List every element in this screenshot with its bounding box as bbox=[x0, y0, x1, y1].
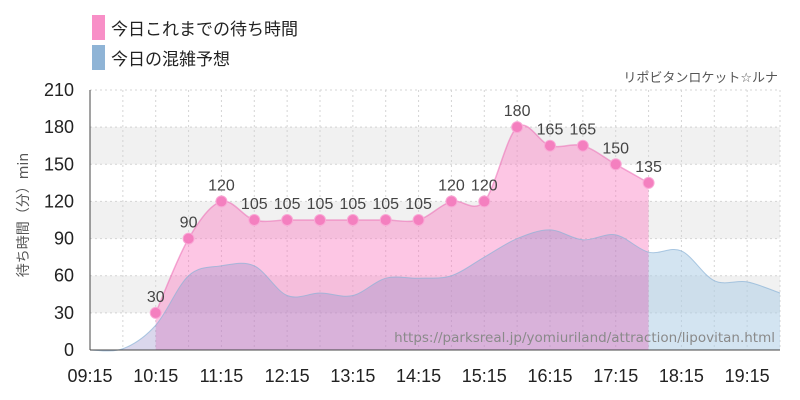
data-label: 105 bbox=[307, 196, 334, 213]
data-label: 105 bbox=[340, 196, 367, 213]
data-label: 90 bbox=[180, 215, 198, 232]
area-forecast-past bbox=[90, 229, 649, 351]
grid-band bbox=[90, 127, 780, 165]
data-label: 105 bbox=[405, 196, 432, 213]
data-point bbox=[182, 232, 195, 245]
x-tick-label: 16:15 bbox=[527, 366, 572, 386]
y-tick-label: 180 bbox=[44, 117, 74, 137]
data-point bbox=[511, 121, 524, 134]
data-label: 105 bbox=[372, 196, 399, 213]
data-label: 180 bbox=[504, 103, 531, 120]
x-tick-label: 15:15 bbox=[462, 366, 507, 386]
data-point bbox=[445, 195, 458, 208]
y-tick-label: 30 bbox=[54, 303, 74, 323]
legend-item-forecast: 今日の混雑予想 bbox=[92, 42, 298, 72]
y-tick-label: 0 bbox=[64, 340, 74, 360]
legend-swatch-actual bbox=[92, 14, 105, 40]
data-label: 120 bbox=[471, 177, 498, 194]
data-markers: 30 90 120 105 105 105 105 105 105 120 120 180 165 165… bbox=[147, 103, 662, 319]
line-forecast bbox=[89, 229, 781, 352]
y-tick-label: 210 bbox=[44, 80, 74, 100]
grid-band bbox=[90, 201, 780, 239]
chart-credit: リポビタンロケット☆ルナ bbox=[623, 71, 778, 86]
legend-swatch-forecast bbox=[92, 44, 105, 70]
data-point bbox=[642, 176, 655, 189]
data-point bbox=[346, 214, 359, 226]
data-label: 30 bbox=[147, 289, 165, 306]
data-point bbox=[478, 195, 491, 208]
watermark-url: https://parksreal.jp/yomiuriland/attract… bbox=[394, 330, 775, 346]
data-label: 105 bbox=[241, 196, 268, 213]
data-point bbox=[149, 306, 162, 319]
x-tick-label: 12:15 bbox=[265, 366, 310, 386]
data-label: 105 bbox=[274, 196, 301, 213]
data-point bbox=[412, 214, 425, 226]
data-point bbox=[609, 158, 622, 171]
data-label: 135 bbox=[635, 159, 662, 176]
data-point bbox=[215, 195, 228, 208]
y-tick-label: 90 bbox=[54, 229, 74, 249]
tick-labels: 0 30 60 90 120 150 180 210 09:15 10:15 11:15 12:15 1… bbox=[44, 80, 770, 386]
data-point bbox=[281, 214, 294, 226]
x-tick-label: 19:15 bbox=[725, 366, 770, 386]
legend-label-forecast: 今日の混雑予想 bbox=[111, 49, 230, 70]
area-actual bbox=[155, 125, 649, 350]
y-tick-label: 150 bbox=[44, 154, 74, 174]
y-tick-label: 60 bbox=[54, 266, 74, 286]
data-label: 165 bbox=[570, 122, 597, 139]
x-tick-label: 09:15 bbox=[67, 366, 112, 386]
data-label: 120 bbox=[438, 177, 465, 194]
legend: 今日これまでの待ち時間 今日の混雑予想 bbox=[92, 12, 298, 72]
x-tick-label: 18:15 bbox=[659, 366, 704, 386]
legend-item-actual: 今日これまでの待ち時間 bbox=[92, 12, 298, 42]
data-point bbox=[248, 214, 261, 226]
y-tick-label: 120 bbox=[44, 191, 74, 211]
data-point bbox=[576, 139, 589, 152]
legend-label-actual: 今日これまでの待ち時間 bbox=[111, 19, 298, 40]
x-tick-label: 10:15 bbox=[133, 366, 178, 386]
line-actual bbox=[155, 124, 649, 314]
data-point bbox=[379, 214, 392, 226]
axes bbox=[89, 90, 780, 351]
x-tick-label: 11:15 bbox=[200, 366, 244, 386]
data-label: 150 bbox=[602, 140, 629, 157]
data-label: 120 bbox=[208, 177, 235, 194]
y-axis-label: 待ち時間（分）min bbox=[16, 153, 32, 277]
series-areas bbox=[89, 124, 781, 352]
data-point bbox=[314, 214, 326, 226]
area-forecast-future bbox=[648, 249, 780, 350]
data-label: 165 bbox=[537, 122, 564, 139]
x-tick-label: 17:15 bbox=[593, 366, 638, 386]
x-tick-label: 13:15 bbox=[330, 366, 375, 386]
x-tick-label: 14:15 bbox=[396, 366, 441, 386]
data-point bbox=[544, 139, 556, 152]
